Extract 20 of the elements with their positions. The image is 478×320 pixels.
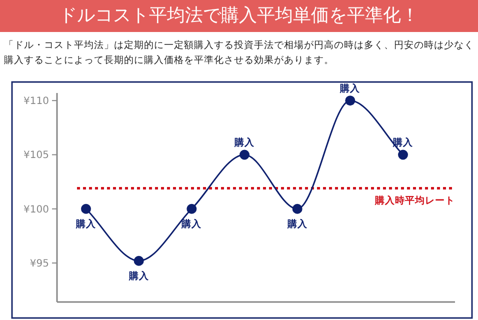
data-label: 購入 [234,136,256,149]
point [240,150,250,160]
data-label: 購入 [339,82,362,95]
point [292,204,302,214]
y-tick-label: ¥110 [24,96,49,108]
data-label: 購入 [286,218,308,230]
title: ドルコスト平均法で購入平均単価を平準化！ [0,0,478,32]
data-label: 購入 [128,270,150,282]
y-tick-label: ¥105 [24,150,49,162]
y-tick-label: ¥100 [24,204,49,216]
data-label: 購入 [180,218,203,230]
point [186,204,197,214]
point [81,204,91,214]
point [398,150,408,160]
point [345,96,356,106]
data-label: 購入 [75,218,97,230]
point [134,256,144,266]
subtitle: 「ドル・コスト平均法」は定期的に一定額購入する投資手法で相場が円高の時は多く、円安の時は少なく購入することによって長期的に購入価格を平準化させる効果があります。 [4,39,475,68]
y-tick-label: ¥95 [30,258,49,270]
ref-line-label: 購入時平均レート [374,194,455,206]
